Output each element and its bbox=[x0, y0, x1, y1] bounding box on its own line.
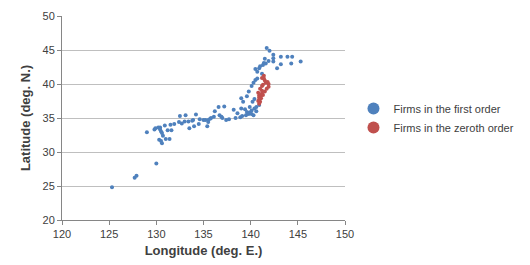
svg-text:50: 50 bbox=[43, 10, 55, 22]
svg-text:130: 130 bbox=[147, 228, 165, 240]
svg-text:25: 25 bbox=[43, 180, 55, 192]
svg-text:135: 135 bbox=[194, 228, 212, 240]
svg-text:Firms in the zeroth order: Firms in the zeroth order bbox=[393, 122, 513, 134]
svg-text:145: 145 bbox=[289, 228, 307, 240]
svg-text:150: 150 bbox=[336, 228, 354, 240]
svg-text:Firms in the first order: Firms in the first order bbox=[393, 103, 500, 115]
svg-text:40: 40 bbox=[43, 78, 55, 90]
svg-text:Latitude (deg. N.): Latitude (deg. N.) bbox=[18, 65, 33, 171]
svg-text:120: 120 bbox=[53, 228, 71, 240]
svg-text:Longitude (deg. E.): Longitude (deg. E.) bbox=[145, 243, 263, 258]
svg-text:35: 35 bbox=[43, 112, 55, 124]
svg-text:20: 20 bbox=[43, 214, 55, 226]
svg-text:140: 140 bbox=[241, 228, 259, 240]
svg-text:125: 125 bbox=[100, 228, 118, 240]
svg-text:45: 45 bbox=[43, 44, 55, 56]
svg-text:30: 30 bbox=[43, 146, 55, 158]
